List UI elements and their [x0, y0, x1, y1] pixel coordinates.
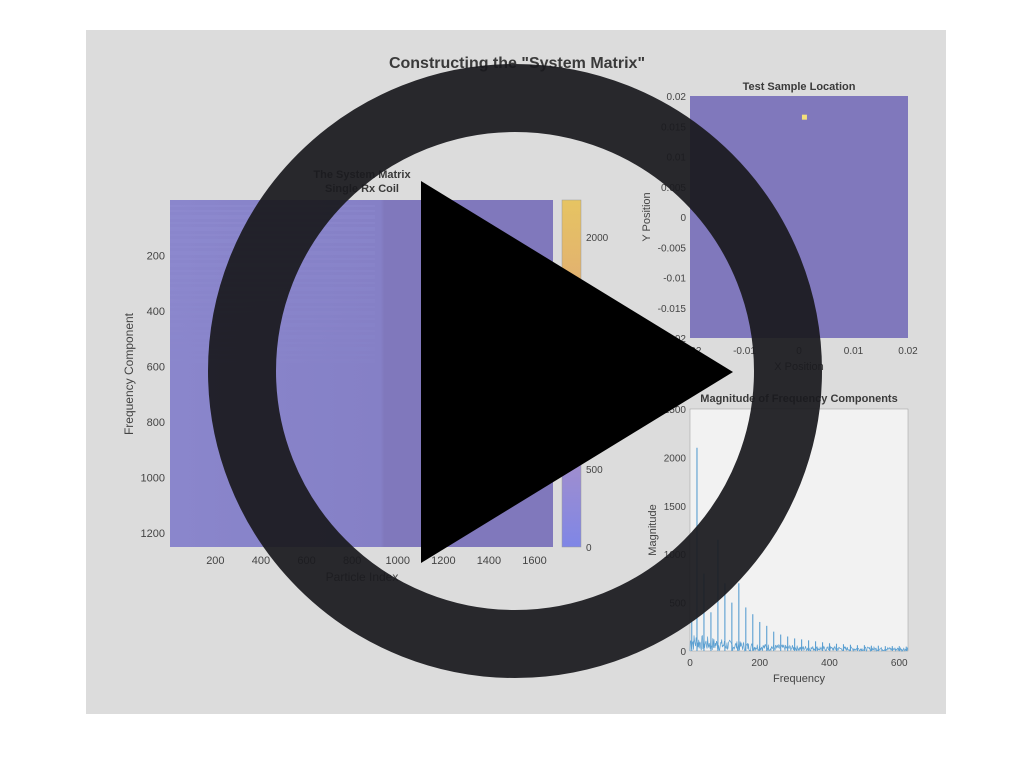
frequency-magnitude-x-tick: 600 — [891, 658, 908, 669]
frequency-magnitude-y-tick: 0 — [680, 647, 686, 658]
sample-location-x-tick: 0.02 — [898, 346, 918, 357]
system-matrix-x-tick: 200 — [206, 555, 224, 567]
system-matrix-y-tick: 1200 — [141, 528, 165, 540]
system-matrix-y-tick: 800 — [147, 417, 165, 429]
system-matrix-ylabel: Frequency Component — [122, 312, 136, 435]
system-matrix-y-tick: 600 — [147, 361, 165, 373]
sample-location-title: Test Sample Location — [743, 81, 856, 93]
system-matrix-y-tick: 400 — [147, 306, 165, 318]
sample-location-x-tick: 0.01 — [844, 346, 864, 357]
frequency-magnitude-x-tick: 200 — [751, 658, 768, 669]
frequency-magnitude-xlabel: Frequency — [773, 673, 825, 685]
system-matrix-y-tick: 200 — [147, 250, 165, 262]
frequency-magnitude-x-ticks: 0 200 400 600 — [687, 658, 908, 669]
frequency-magnitude-x-tick: 400 — [821, 658, 838, 669]
sample-point-marker — [801, 114, 807, 120]
play-button[interactable] — [205, 60, 825, 680]
frequency-magnitude-x-tick: 0 — [687, 658, 693, 669]
system-matrix-y-ticks: 200 400 600 800 1000 1200 — [141, 250, 165, 540]
system-matrix-y-tick: 1000 — [141, 473, 165, 485]
